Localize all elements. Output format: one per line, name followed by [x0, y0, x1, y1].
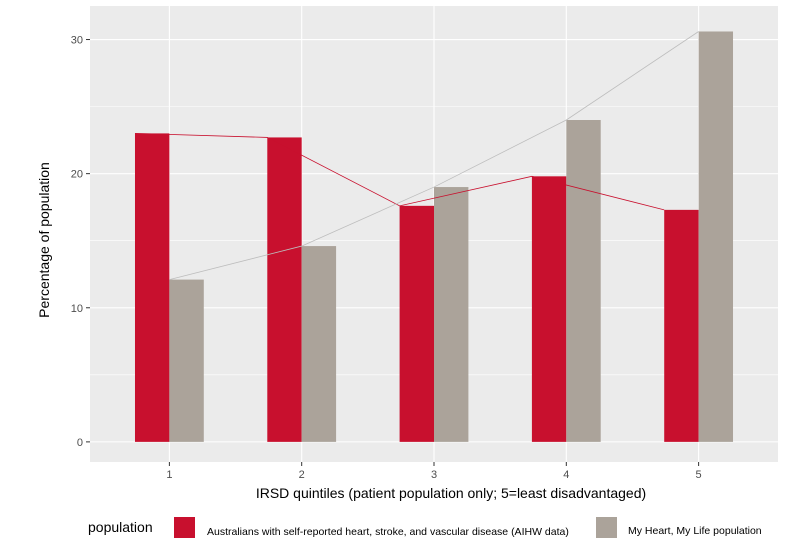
- x-tick-label: 2: [299, 469, 305, 481]
- bar-aihw: [134, 133, 170, 442]
- bar-mhml: [169, 279, 204, 442]
- x-axis: 1 2 3 4 5: [166, 462, 702, 481]
- x-tick-label: 4: [563, 469, 569, 481]
- y-axis-title: Percentage of population: [36, 162, 52, 318]
- trend-lines: [134, 31, 699, 280]
- legend-swatch-aihw: [174, 517, 195, 538]
- x-axis-title: IRSD quintiles (patient population only;…: [256, 485, 646, 501]
- x-tick-label: 1: [166, 469, 172, 481]
- trend-line-aihw: [134, 133, 665, 211]
- bar-aihw: [399, 205, 434, 442]
- legend-label-aihw: Australians with self-reported heart, st…: [207, 526, 569, 538]
- y-tick-label: 10: [71, 303, 83, 315]
- bar-mhml: [698, 31, 734, 442]
- bar-mhml: [434, 187, 469, 442]
- y-tick-label: 30: [71, 35, 83, 47]
- bar-aihw: [531, 176, 567, 442]
- bar-aihw: [664, 209, 699, 442]
- y-tick-label: 20: [71, 169, 83, 181]
- bars: [134, 31, 734, 442]
- bar-mhml: [566, 120, 601, 442]
- bar-aihw: [267, 137, 302, 442]
- trend-line-mhml: [169, 31, 699, 280]
- x-tick-label: 5: [696, 469, 702, 481]
- legend-title: population: [88, 519, 153, 535]
- legend: population Australians with self-reporte…: [88, 517, 762, 538]
- y-tick-label: 0: [77, 437, 83, 449]
- legend-swatch-mhml: [596, 517, 617, 538]
- bar-mhml: [301, 246, 337, 442]
- legend-label-mhml: My Heart, My Life population: [628, 525, 762, 537]
- y-axis: 0 10 20 30: [71, 35, 90, 449]
- x-tick-label: 3: [431, 469, 437, 481]
